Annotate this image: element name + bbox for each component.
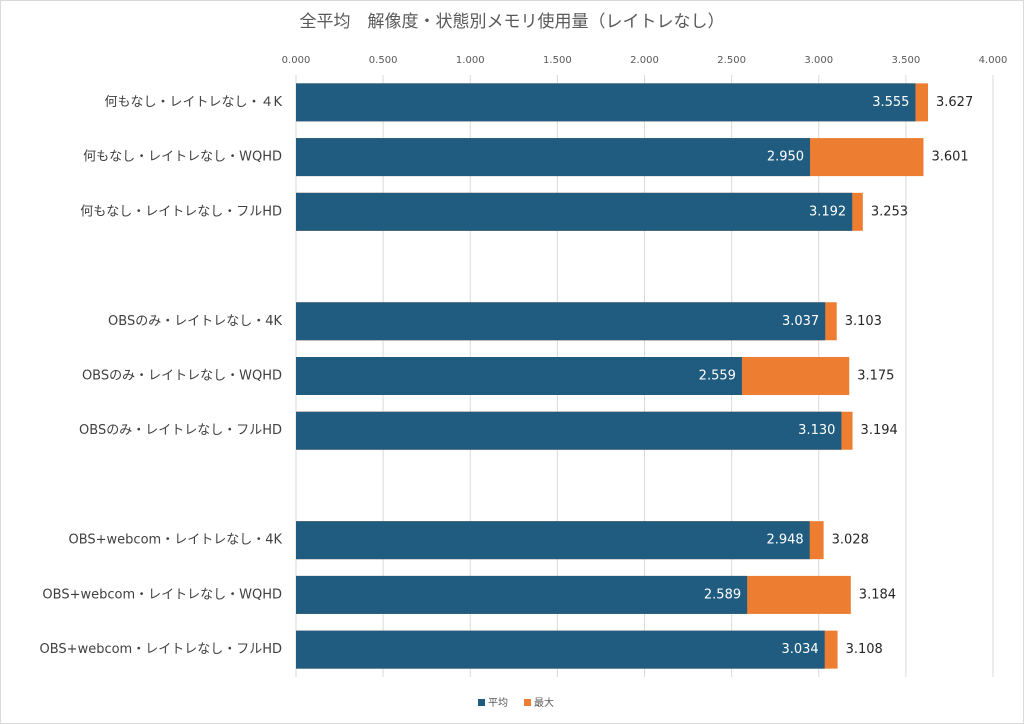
chart-title: 全平均 解像度・状態別メモリ使用量（レイトレなし） xyxy=(300,11,725,32)
bar xyxy=(296,138,811,177)
value-label: 3.028 xyxy=(832,533,869,548)
bar xyxy=(296,411,842,450)
y-tick-label: OBSのみ・レイトレなし・WQHD xyxy=(82,369,282,384)
x-tick-label: 4.000 xyxy=(979,55,1008,66)
value-label: 2.950 xyxy=(767,150,804,165)
legend-swatch xyxy=(478,699,485,706)
value-label: 3.601 xyxy=(931,150,968,165)
value-label: 3.037 xyxy=(782,314,819,329)
x-tick-label: 3.000 xyxy=(804,55,833,66)
value-label: 3.555 xyxy=(872,95,909,110)
value-label: 3.194 xyxy=(861,423,898,438)
y-tick-label: OBS+webcom・レイトレなし・4K xyxy=(68,533,282,548)
y-tick-label: 何もなし・レイトレなし・WQHD xyxy=(83,149,282,165)
value-label: 2.948 xyxy=(766,533,803,548)
value-label: 3.175 xyxy=(857,369,894,384)
value-label: 2.559 xyxy=(699,369,736,384)
bar xyxy=(296,575,748,614)
bar xyxy=(296,302,826,341)
x-tick-label: 0.000 xyxy=(282,55,311,66)
x-tick-label: 0.500 xyxy=(369,55,398,66)
bar xyxy=(296,357,742,395)
bar xyxy=(296,83,916,122)
bar xyxy=(296,630,825,669)
value-label: 3.192 xyxy=(809,204,846,219)
value-label: 3.627 xyxy=(936,95,973,110)
y-tick-label: OBSのみ・レイトレなし・フルHD xyxy=(79,423,282,438)
bar xyxy=(296,192,853,231)
value-label: 3.130 xyxy=(798,423,835,438)
legend-label: 平均 xyxy=(488,697,508,709)
y-tick-label: OBS+webcom・レイトレなし・フルHD xyxy=(40,642,283,657)
value-label: 3.108 xyxy=(846,642,883,657)
bar xyxy=(296,521,810,560)
legend-swatch xyxy=(524,699,531,706)
x-tick-label: 3.500 xyxy=(892,55,921,66)
x-tick-label: 1.000 xyxy=(456,55,485,66)
value-label: 3.103 xyxy=(845,314,882,329)
x-tick-label: 2.000 xyxy=(630,55,659,66)
y-tick-label: 何もなし・レイトレなし・フルHD xyxy=(80,203,282,219)
value-label: 3.034 xyxy=(781,642,818,657)
value-label: 3.184 xyxy=(859,587,896,602)
y-tick-label: OBSのみ・レイトレなし・4K xyxy=(108,314,282,329)
value-label: 2.589 xyxy=(704,587,741,602)
y-tick-label: 何もなし・レイトレなし・４K xyxy=(104,94,282,110)
x-tick-label: 2.500 xyxy=(717,55,746,66)
legend-label: 最大 xyxy=(534,696,554,709)
value-label: 3.253 xyxy=(871,204,908,219)
x-tick-label: 1.500 xyxy=(543,55,572,66)
y-tick-label: OBS+webcom・レイトレなし・WQHD xyxy=(42,587,282,602)
